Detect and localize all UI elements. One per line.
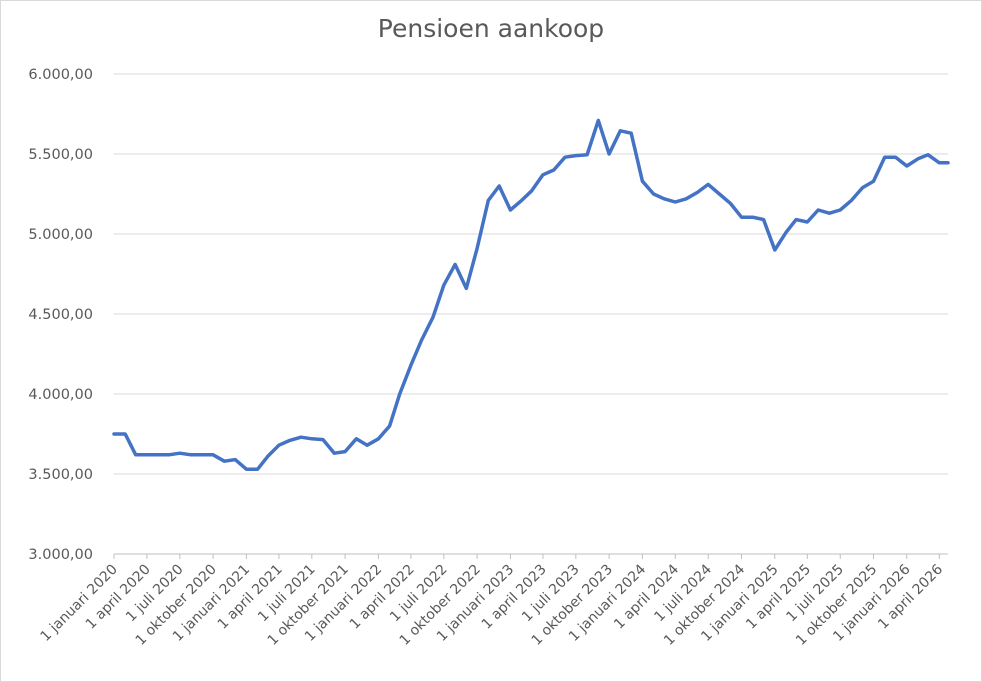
y-tick-label: 3.000,00 xyxy=(28,547,93,563)
y-tick-label: 6.000,00 xyxy=(28,67,93,83)
y-tick-label: 5.000,00 xyxy=(28,227,93,243)
series-layer xyxy=(112,118,950,471)
series-line xyxy=(112,118,950,471)
y-tick-label: 4.000,00 xyxy=(28,387,93,403)
chart-title: Pensioen aankoop xyxy=(377,14,605,43)
y-tick-label: 4.500,00 xyxy=(28,307,93,323)
x-axis xyxy=(113,553,948,559)
y-tick-label: 5.500,00 xyxy=(28,147,93,163)
y-axis-ticks: 3.000,00 3.500,00 4.000,00 4.500,00 5.000,00… xyxy=(28,67,93,563)
y-tick-label: 3.500,00 xyxy=(28,467,93,483)
gridlines xyxy=(114,73,948,475)
